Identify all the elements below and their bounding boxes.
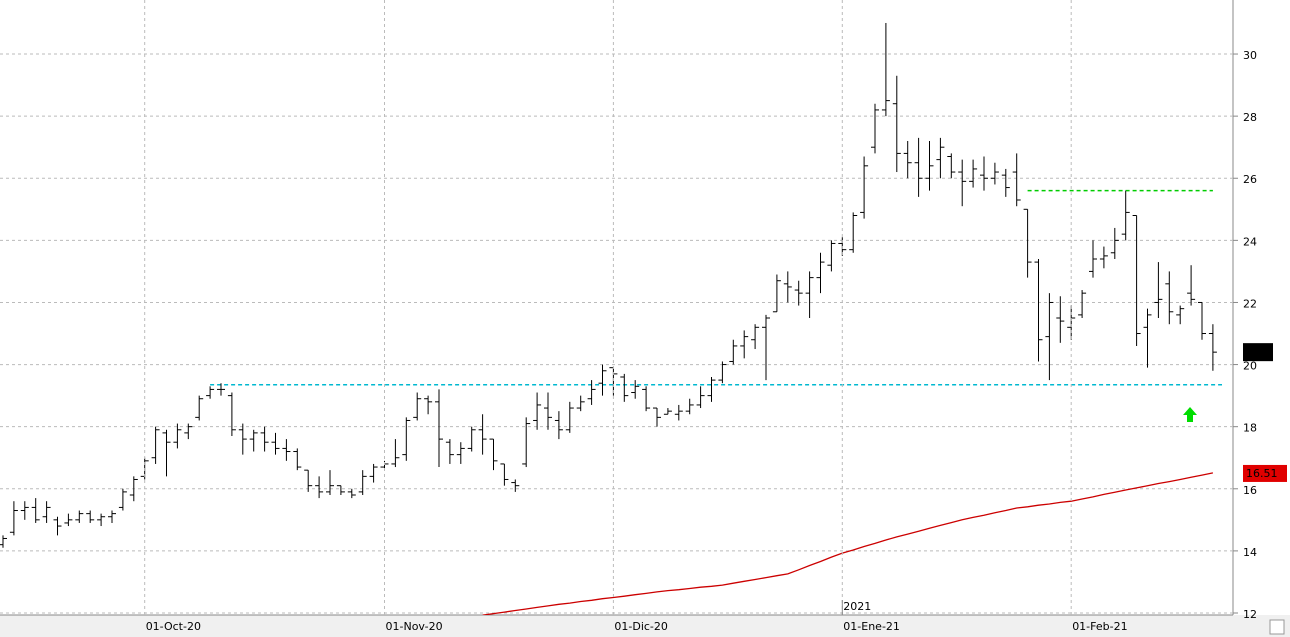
plot-area <box>0 22 1233 615</box>
up-arrow <box>1183 407 1197 422</box>
x-tick-label: 01-Nov-20 <box>386 620 443 633</box>
y-tick-label: 24 <box>1243 235 1257 248</box>
x-tick-label: 01-Oct-20 <box>146 620 201 633</box>
x-axis-band <box>0 615 1290 637</box>
moving-average-line <box>482 472 1214 615</box>
ma-value-box <box>1243 464 1287 482</box>
y-tick-label: 12 <box>1243 608 1257 621</box>
x-tick-label: 01-Ene-21 <box>843 620 900 633</box>
last-price-box <box>1243 343 1273 362</box>
y-tick-label: 16 <box>1243 484 1257 497</box>
y-tick-label: 20 <box>1243 360 1257 373</box>
ma-value-label: 16.51 <box>1246 467 1278 480</box>
y-tick-label: 14 <box>1243 546 1257 559</box>
y-tick-label: 26 <box>1243 173 1257 186</box>
y-tick-label: 18 <box>1243 422 1257 435</box>
y-tick-label: 30 <box>1243 49 1257 62</box>
corner-icon <box>1269 619 1285 635</box>
y-tick-label: 28 <box>1243 111 1257 124</box>
x-tick-label: 01-Dic-20 <box>614 620 668 633</box>
y-tick-label: 22 <box>1243 297 1257 310</box>
x-tick-label: 01-Feb-21 <box>1072 620 1127 633</box>
year-label: 2021 <box>843 600 871 613</box>
